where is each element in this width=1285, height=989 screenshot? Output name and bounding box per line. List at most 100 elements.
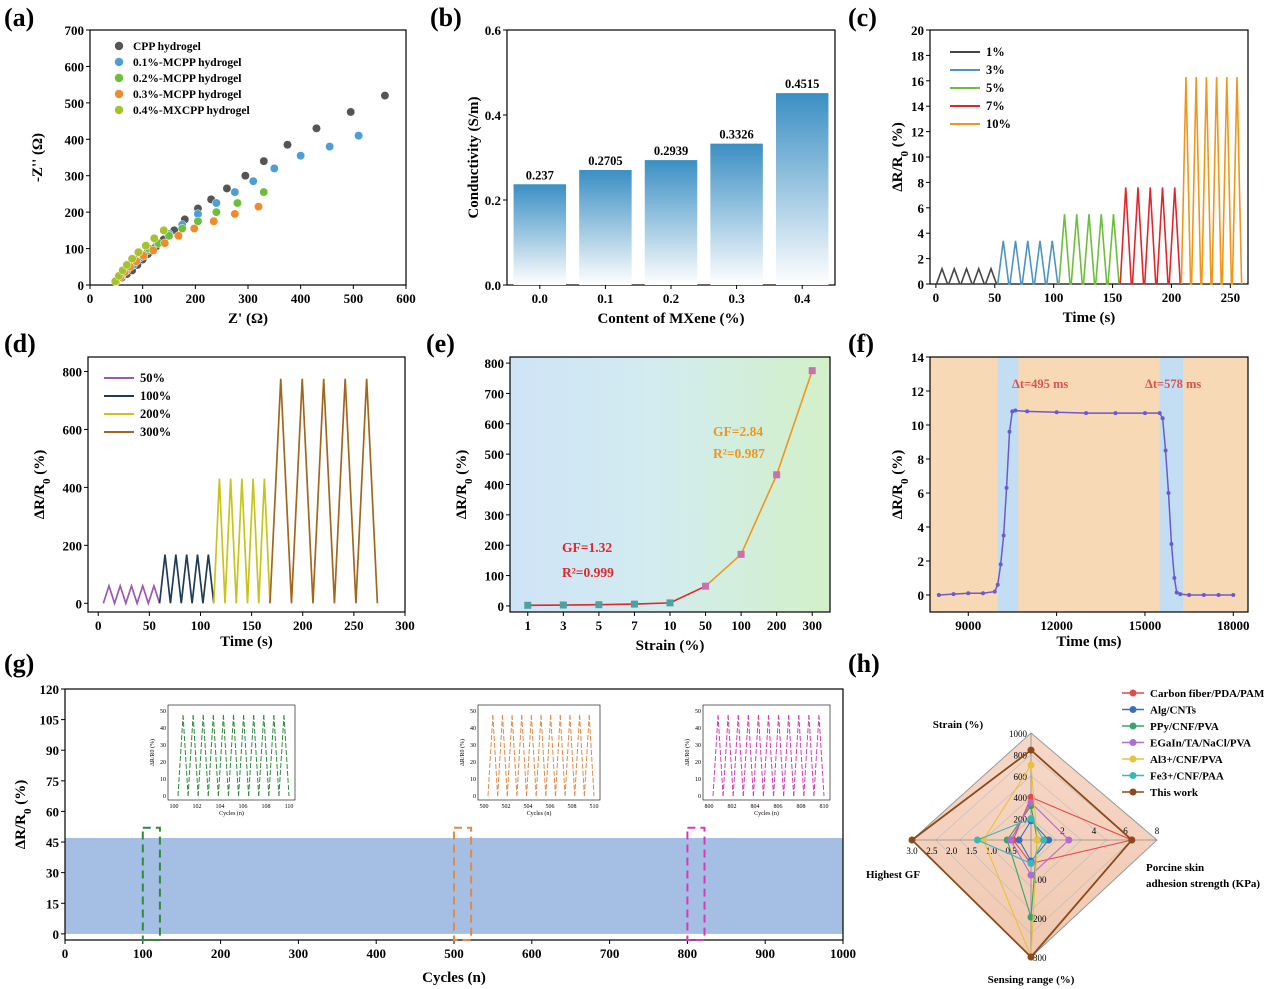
d-ytick-label: 400: [63, 480, 83, 495]
panel-label-h: (h): [848, 649, 880, 678]
h-series-point-6: [1027, 953, 1035, 961]
h-series-point-3: [1065, 836, 1073, 844]
h-tick-adhesion: 6: [1123, 826, 1128, 836]
e-xtick-label: 50: [699, 618, 712, 633]
a-point-2: [164, 231, 174, 241]
g-inset-ytick: 50: [470, 709, 476, 715]
a-point-2: [233, 198, 242, 208]
g-inset-xtick: 506: [546, 804, 555, 810]
b-xtick-label: 0.4: [794, 291, 811, 306]
a-legend-label: CPP hydrogel: [133, 41, 201, 53]
h-tick-strain: 1000: [1009, 729, 1028, 739]
f-point: [992, 589, 997, 594]
f-point: [1013, 408, 1018, 413]
a-point-0: [222, 184, 232, 193]
g-inset-xtick: 500: [480, 804, 489, 810]
g-ytick-label: 90: [46, 743, 59, 758]
g-inset-xtick: 100: [170, 804, 179, 810]
g-inset-cycle: [492, 714, 499, 797]
c-ytick-label: 2: [918, 252, 925, 267]
g-inset-cycle: [564, 714, 571, 797]
g-inset-ytick: 10: [470, 777, 476, 783]
a-legend-marker: [114, 57, 124, 67]
g-inset-cycle: [516, 714, 523, 797]
g-inset-cycle: [569, 714, 576, 797]
a-point-1: [325, 142, 335, 152]
g-inset-cycle: [263, 714, 270, 797]
a-xtick-label: 100: [133, 291, 153, 306]
d-ytick-label: 600: [63, 422, 83, 437]
d-xtick-label: 250: [344, 618, 364, 633]
h-tick-strain: 800: [1014, 750, 1028, 760]
f-response-band: [997, 357, 1019, 612]
g-inset-ytick: 0: [698, 794, 701, 800]
g-inset-ytick: 10: [695, 777, 701, 783]
e-marker-50: [702, 582, 710, 590]
a-point-3: [254, 202, 263, 212]
c-xtick-label: 100: [1044, 290, 1064, 305]
b-xtick-label: 0.0: [532, 291, 548, 306]
g-xtick-label: 600: [522, 946, 542, 961]
g-inset-cycle: [798, 714, 805, 797]
g-inset-cycle: [747, 714, 754, 797]
a-ylabel: -Z'' (Ω): [30, 133, 46, 182]
d-legend-label: 50%: [140, 371, 165, 385]
f-ylabel: ΔR/R0 (%): [890, 450, 911, 520]
g-inset-ytick: 40: [160, 726, 166, 732]
chart-g: 0 100 200 300 400 500 600 700 800 900 100001530456…: [13, 682, 856, 986]
f-ytick-label: 14: [911, 350, 925, 365]
g-xtick-label: 1000: [830, 946, 856, 961]
g-ytick-label: 45: [46, 835, 60, 850]
h-legend-label: Al3+/CNF/PVA: [1150, 754, 1223, 766]
g-inset-cycle: [511, 714, 518, 797]
a-ytick-label: 300: [65, 169, 85, 184]
g-inset-cycle: [197, 714, 204, 797]
g-inset-cycle: [233, 714, 240, 797]
h-tick-adhesion: 4: [1092, 826, 1097, 836]
g-inset-xlabel: Cycles (n): [527, 810, 552, 817]
f-background: [930, 357, 1248, 612]
f-annotation-1: Δt=578 ms: [1145, 377, 1201, 391]
d-frame: [87, 356, 406, 613]
h-legend-label: PPy/CNF/PVA: [1150, 721, 1219, 733]
g-inset-cycle: [793, 714, 800, 797]
g-inset-cycle: [788, 714, 795, 797]
e-xtick-label: 3: [560, 618, 567, 633]
f-point: [1010, 409, 1015, 414]
f-point: [1142, 411, 1147, 416]
c-ytick-label: 6: [918, 201, 925, 216]
g-inset-cycle: [550, 714, 556, 797]
a-xtick-label: 200: [186, 291, 206, 306]
h-series-point-6: [1027, 746, 1035, 754]
a-xtick-label: 300: [238, 291, 258, 306]
f-point: [1169, 542, 1174, 546]
g-inset-cycle: [808, 714, 815, 797]
g-xtick-label: 100: [133, 946, 153, 961]
g-ytick-label: 105: [40, 713, 60, 728]
g-inset-cycle: [717, 714, 724, 797]
g-inset-cycle: [248, 714, 255, 797]
g-inset-cycle: [192, 714, 199, 797]
g-inset-cycle: [278, 714, 285, 797]
h-series-point-3: [1027, 799, 1035, 807]
g-inset-cycle: [182, 714, 189, 797]
e-xtick-label: 10: [664, 618, 677, 633]
e-xtick-label: 1: [525, 618, 532, 633]
h-tick-gf: 3.0: [906, 846, 918, 856]
b-xtick-label: 0.2: [663, 291, 679, 306]
f-point: [1174, 590, 1179, 595]
a-ytick-label: 500: [65, 96, 85, 111]
a-legend-marker: [114, 41, 124, 51]
e-ytick-label: 100: [485, 569, 505, 584]
h-series-point-4: [1033, 836, 1041, 844]
g-inset-cycle: [273, 714, 280, 797]
h-legend-label: Carbon fiber/PDA/PAM: [1150, 688, 1265, 700]
panel-label-c: (c): [848, 3, 877, 32]
b-ytick-label: 0.4: [485, 108, 502, 123]
g-inset-cycle: [258, 714, 265, 797]
g-inset-cycle: [243, 714, 250, 797]
f-point: [1178, 592, 1183, 597]
e-annotation-2: GF=1.32: [562, 540, 612, 555]
a-legend-marker: [114, 73, 124, 83]
c-ytick-label: 20: [911, 23, 924, 38]
